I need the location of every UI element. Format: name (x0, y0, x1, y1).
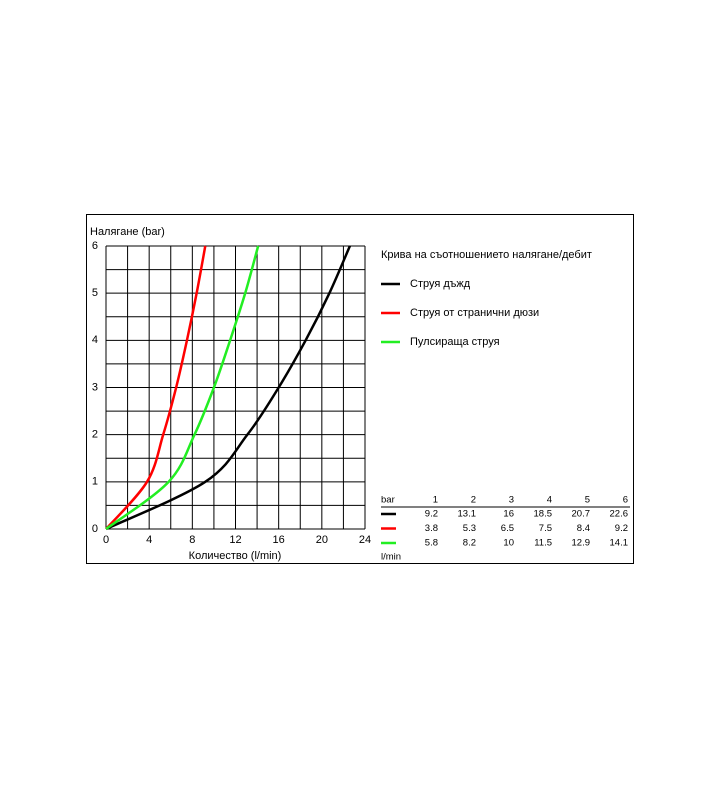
table-cell: 13.1 (458, 509, 477, 520)
data-line (105, 245, 260, 530)
table-unit: l/min (381, 552, 401, 563)
table-header-cell: 1 (433, 495, 438, 506)
x-tick-label: 8 (189, 534, 195, 546)
table-cell: 5.8 (425, 538, 438, 549)
table-cell: 22.6 (610, 509, 629, 520)
table-cell: 3.8 (425, 523, 438, 534)
table-cell: 6.5 (501, 523, 514, 534)
x-tick-label: 4 (146, 534, 152, 546)
data-line (105, 245, 352, 531)
table-cell: 10 (503, 538, 514, 549)
legend-label: Пулсираща струя (410, 336, 500, 348)
table-cell: 7.5 (539, 523, 552, 534)
data-line (105, 245, 207, 530)
table-header: bar (381, 495, 395, 506)
x-tick-label: 20 (316, 534, 328, 546)
table-cell: 5.3 (463, 523, 476, 534)
y-tick-label: 0 (92, 523, 98, 535)
table-header-cell: 5 (585, 495, 590, 506)
y-tick-label: 1 (92, 476, 98, 488)
table-cell: 18.5 (534, 509, 553, 520)
table-cell: 9.2 (615, 523, 628, 534)
table-cell: 9.2 (425, 509, 438, 520)
table-cell: 8.2 (463, 538, 476, 549)
x-axis-title: Количество (l/min) (189, 550, 282, 562)
chart-title: Крива на съотношението налягане/дебит (381, 249, 592, 261)
y-tick-label: 6 (92, 240, 98, 252)
y-axis-title: Налягане (bar) (90, 226, 165, 238)
table-header-cell: 4 (547, 495, 552, 506)
legend-label: Струя от странични дюзи (410, 307, 539, 319)
table-cell: 11.5 (534, 538, 552, 549)
y-tick-label: 4 (92, 334, 98, 346)
table-cell: 16 (503, 509, 514, 520)
x-tick-label: 16 (273, 534, 285, 546)
y-tick-label: 2 (92, 429, 98, 441)
table-cell: 8.4 (577, 523, 590, 534)
x-tick-label: 12 (229, 534, 241, 546)
x-tick-label: 24 (359, 534, 371, 546)
table-header-cell: 6 (623, 495, 628, 506)
table-cell: 14.1 (610, 538, 629, 549)
x-tick-label: 0 (103, 534, 109, 546)
y-tick-label: 5 (92, 287, 98, 299)
y-tick-label: 3 (92, 381, 98, 393)
legend-label: Струя дъжд (410, 278, 471, 290)
table-cell: 12.9 (572, 538, 591, 549)
table-cell: 20.7 (572, 509, 591, 520)
table-header-cell: 2 (471, 495, 476, 506)
table-header-cell: 3 (509, 495, 514, 506)
